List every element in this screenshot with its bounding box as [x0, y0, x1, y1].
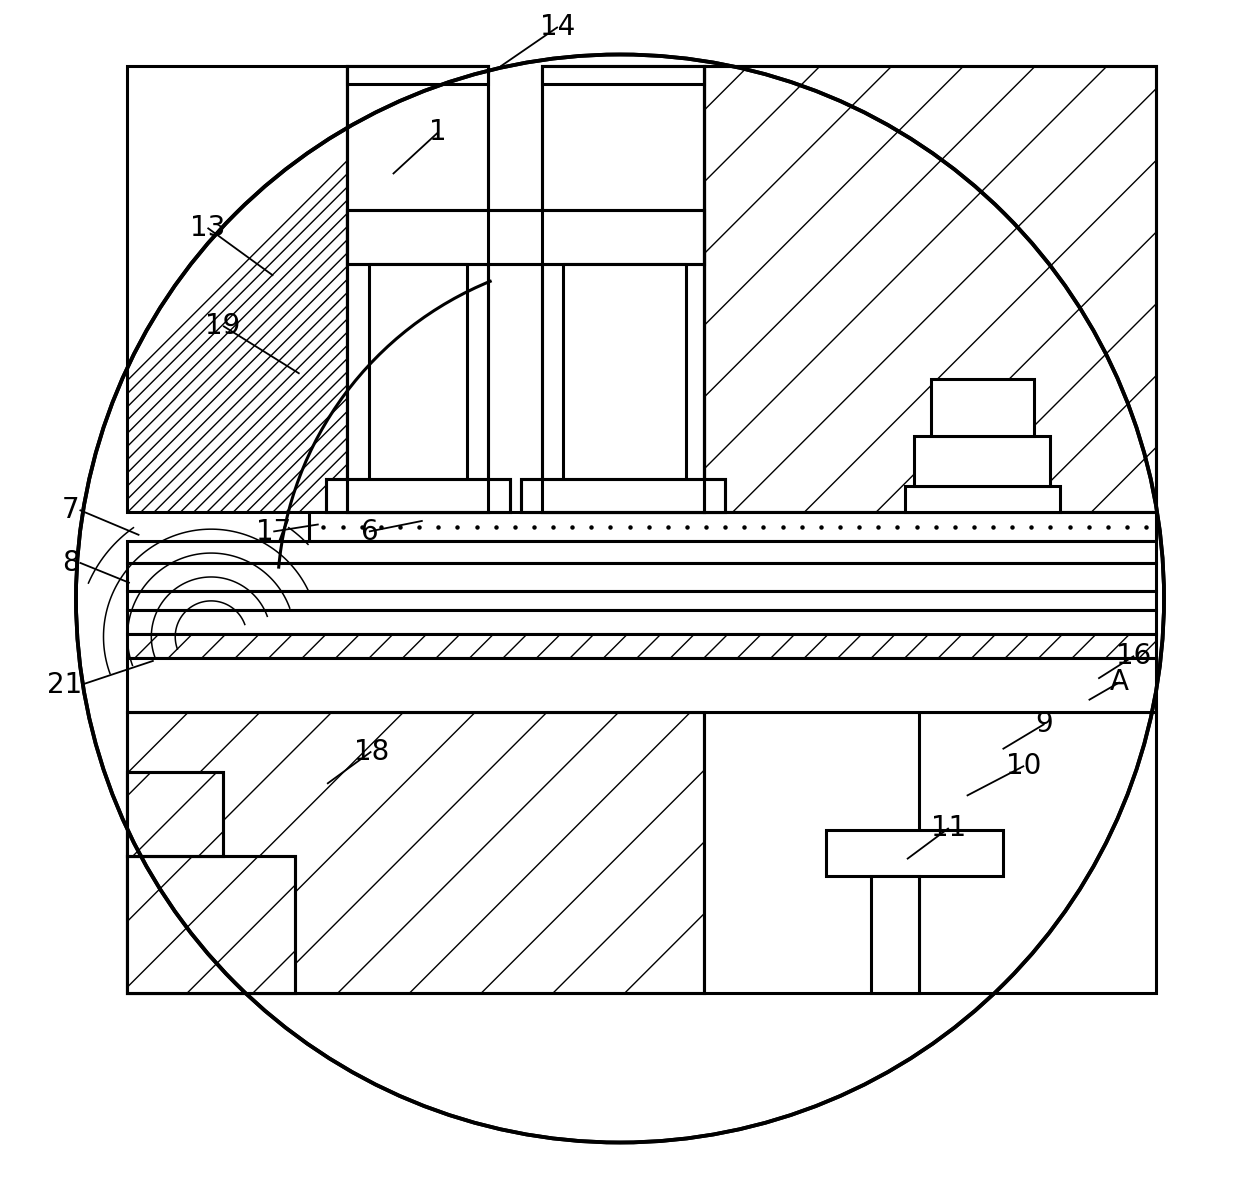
- Bar: [128, 634, 1156, 658]
- Bar: [703, 67, 1156, 512]
- Bar: [128, 541, 1156, 563]
- Bar: [521, 479, 725, 512]
- Bar: [347, 67, 489, 512]
- Bar: [128, 772, 223, 856]
- Text: 18: 18: [353, 737, 389, 766]
- Bar: [904, 486, 1060, 512]
- Bar: [542, 67, 703, 512]
- Bar: [703, 712, 1156, 994]
- Bar: [128, 591, 1156, 610]
- Bar: [128, 658, 1156, 712]
- Bar: [826, 831, 1003, 876]
- Bar: [370, 263, 467, 512]
- Bar: [563, 263, 686, 512]
- Text: 8: 8: [62, 548, 79, 577]
- Bar: [128, 610, 1156, 634]
- Bar: [326, 479, 510, 512]
- Text: 7: 7: [62, 496, 79, 524]
- Text: 9: 9: [1035, 710, 1053, 739]
- Text: 6: 6: [360, 517, 378, 546]
- Bar: [128, 712, 703, 994]
- Text: 1: 1: [429, 119, 448, 146]
- Text: 10: 10: [1007, 752, 1042, 780]
- Bar: [128, 856, 295, 994]
- Bar: [914, 436, 1050, 486]
- Bar: [347, 67, 489, 84]
- Text: 11: 11: [931, 814, 966, 841]
- Bar: [703, 67, 1156, 512]
- Bar: [128, 67, 347, 512]
- Bar: [542, 67, 703, 512]
- Text: 13: 13: [190, 214, 226, 242]
- Bar: [128, 856, 295, 994]
- Bar: [128, 712, 703, 994]
- Text: 19: 19: [206, 312, 241, 340]
- Bar: [347, 209, 703, 263]
- Bar: [347, 209, 703, 263]
- Bar: [542, 67, 703, 84]
- Text: 14: 14: [541, 13, 575, 41]
- Bar: [870, 876, 919, 994]
- Bar: [931, 378, 1034, 436]
- Bar: [128, 772, 223, 856]
- Bar: [347, 67, 489, 512]
- Text: 21: 21: [47, 670, 82, 699]
- Bar: [521, 479, 725, 512]
- Text: 16: 16: [1116, 642, 1152, 670]
- Bar: [128, 563, 1156, 591]
- Text: 17: 17: [255, 517, 291, 546]
- Bar: [309, 512, 1156, 541]
- Text: A: A: [1110, 668, 1130, 697]
- Bar: [326, 479, 510, 512]
